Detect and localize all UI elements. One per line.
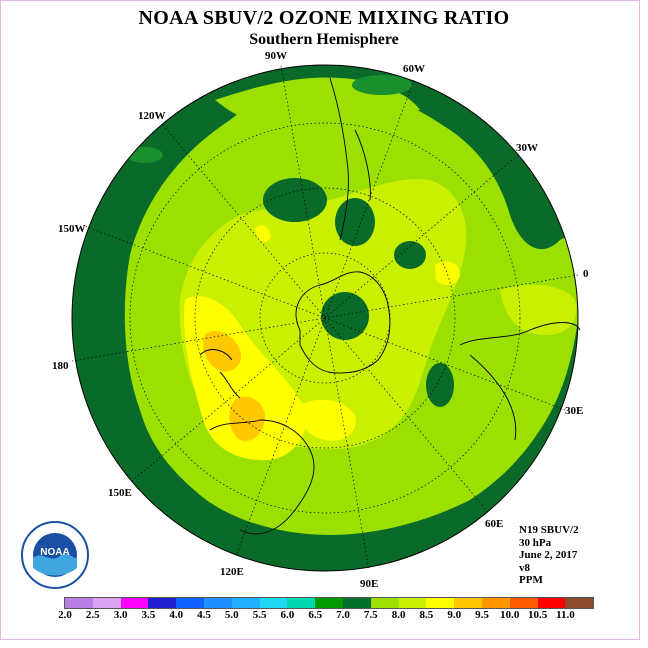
colorbar-tick-label: 7.5	[363, 609, 378, 621]
longitude-label-0: 0	[583, 268, 589, 280]
colorbar-tick-label: 6.0	[280, 609, 295, 621]
colorbar-tick-label: 9.5	[475, 609, 489, 621]
units-label: PPM	[519, 574, 543, 586]
meridian-90	[280, 65, 370, 571]
latitude-circle-30s	[129, 122, 521, 514]
colorbar-swatch	[231, 598, 260, 608]
colorbar-swatch	[287, 598, 316, 608]
version-label: v8	[519, 561, 530, 574]
colorbar-tick-label: 4.5	[197, 609, 211, 621]
colorbar-tick-label: 8.0	[391, 609, 406, 621]
map-subtitle: Southern Hemisphere	[249, 31, 399, 48]
colorbar-swatch	[537, 598, 566, 608]
colorbar-tick-label: 9.0	[447, 609, 462, 621]
colorbar-swatch	[370, 598, 399, 608]
colorbar-tick-label: 2.5	[85, 609, 100, 621]
colorbar-tick-label: 5.5	[252, 609, 267, 621]
low-contour-e	[127, 147, 163, 163]
longitude-label-150w: 150W	[58, 223, 86, 235]
colorbar	[64, 597, 595, 609]
colorbar-tick-label: 3.0	[113, 609, 128, 621]
map-boundary	[71, 64, 579, 572]
pressure-label: 30 hPa	[519, 536, 552, 549]
colorbar-swatch	[398, 598, 427, 608]
colorbar-swatch	[481, 598, 510, 608]
low-contour-f	[352, 75, 412, 95]
colorbar-swatch	[565, 598, 594, 608]
longitude-label-60e: 60E	[485, 518, 504, 530]
colorbar-tick-label: 8.5	[419, 609, 434, 621]
antarctica-coast	[295, 271, 391, 374]
colorbar-swatch	[454, 598, 482, 608]
colorbar-swatch	[92, 598, 121, 608]
colorbar-swatch	[148, 598, 177, 608]
low-contour-pole	[321, 292, 369, 340]
nz-coast	[199, 349, 241, 399]
colorbar-swatch	[315, 598, 343, 608]
latitude-circle-45s	[194, 187, 456, 449]
latitude-circle-60s	[259, 252, 391, 384]
map-title: NOAA SBUV/2 OZONE MIXING RATIO	[138, 7, 510, 29]
colorbar-swatch	[509, 598, 538, 608]
africa-coast	[459, 322, 581, 441]
colorbar-tick-label: 2.0	[58, 609, 72, 621]
colorbar-swatch	[203, 598, 232, 608]
ozone-contours	[72, 65, 578, 571]
longitude-label-90w: 90W	[265, 50, 287, 62]
low-contour-b	[335, 198, 375, 246]
australia-coast	[209, 419, 315, 535]
colorbar-tick-label: 6.5	[308, 609, 323, 621]
meridian-60	[235, 79, 415, 557]
noaa-logo-text: NOAA	[40, 547, 69, 558]
plot-frame	[0, 0, 640, 640]
meridian-60-east	[161, 123, 489, 513]
colorbar-tick-label: 7.0	[336, 609, 350, 621]
colorbar-tick-label: 5.0	[224, 609, 239, 621]
longitude-label-120w: 120W	[138, 110, 166, 122]
south-america-coast	[329, 77, 371, 241]
satellite-label: N19 SBUV/2	[519, 524, 579, 536]
colorbar-tick-label: 10.0	[500, 609, 520, 621]
colorbar-swatch	[426, 598, 455, 608]
contour-level-8-5-b	[298, 399, 356, 441]
colorbar-tick-label: 4.0	[169, 609, 184, 621]
colorbar-tick-label: 11.0	[556, 609, 575, 621]
colorbar-tick-label: 10.5	[527, 609, 548, 621]
longitude-label-90e: 90E	[360, 578, 379, 590]
longitude-label-30e: 30E	[565, 405, 584, 417]
coastlines	[199, 77, 581, 535]
noaa-logo: NOAA	[21, 521, 89, 589]
info-block: N19 SBUV/2 30 hPa June 2, 2017 v8 PPM	[519, 524, 579, 587]
longitude-label-150e: 150E	[108, 487, 132, 499]
colorbar-tick-label: 3.5	[141, 609, 156, 621]
longitude-label-30w: 30W	[516, 142, 538, 154]
longitude-label-120e: 120E	[220, 566, 244, 578]
longitude-label-60w: 60W	[403, 63, 425, 75]
contour-level-8-5-d	[255, 225, 271, 243]
contour-level-9-0-b	[229, 396, 266, 442]
date-label: June 2, 2017	[519, 549, 578, 561]
graticule	[71, 65, 579, 571]
low-contour-d	[426, 363, 454, 407]
contour-level-8-5-c	[435, 261, 460, 285]
longitude-label-180: 180	[52, 360, 69, 372]
colorbar-swatch	[120, 598, 149, 608]
low-contour-c	[394, 241, 426, 269]
low-contour-a	[263, 178, 327, 222]
colorbar-swatch	[176, 598, 204, 608]
colorbar-swatch	[65, 598, 93, 608]
colorbar-swatch	[342, 598, 371, 608]
colorbar-swatch	[259, 598, 288, 608]
